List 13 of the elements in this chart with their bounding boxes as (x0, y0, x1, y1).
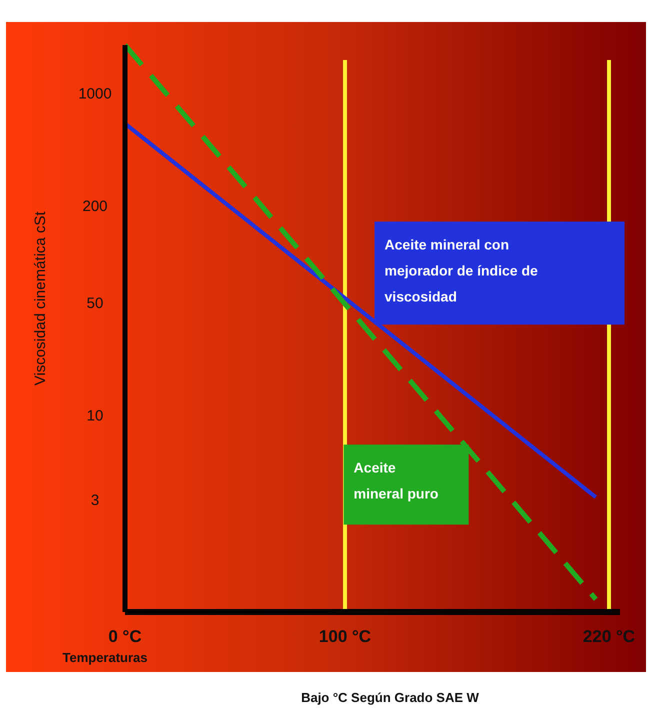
x-tick-label: 100 °C (318, 627, 372, 646)
text: Bajo °C Según Grado SAE W (301, 690, 480, 705)
series-label: Aceite mineral con mejorador de índice de viscosidad (384, 236, 538, 305)
y-tick-label: 3 (90, 492, 100, 509)
x-tick-label: 220 °C (582, 627, 636, 646)
y-axis-title: Viscosidad cinemática cSt (32, 210, 49, 386)
y-tick-label: 10 (86, 408, 104, 425)
y-tick-label: 50 (86, 295, 104, 312)
x-axis-title: Temperaturas (62, 650, 148, 665)
y-tick-label: 1000 (78, 86, 112, 103)
y-tick-label: 200 (82, 198, 108, 216)
x-tick-label: 0 °C (108, 627, 142, 646)
text: Aceite mineral puro (354, 460, 438, 502)
